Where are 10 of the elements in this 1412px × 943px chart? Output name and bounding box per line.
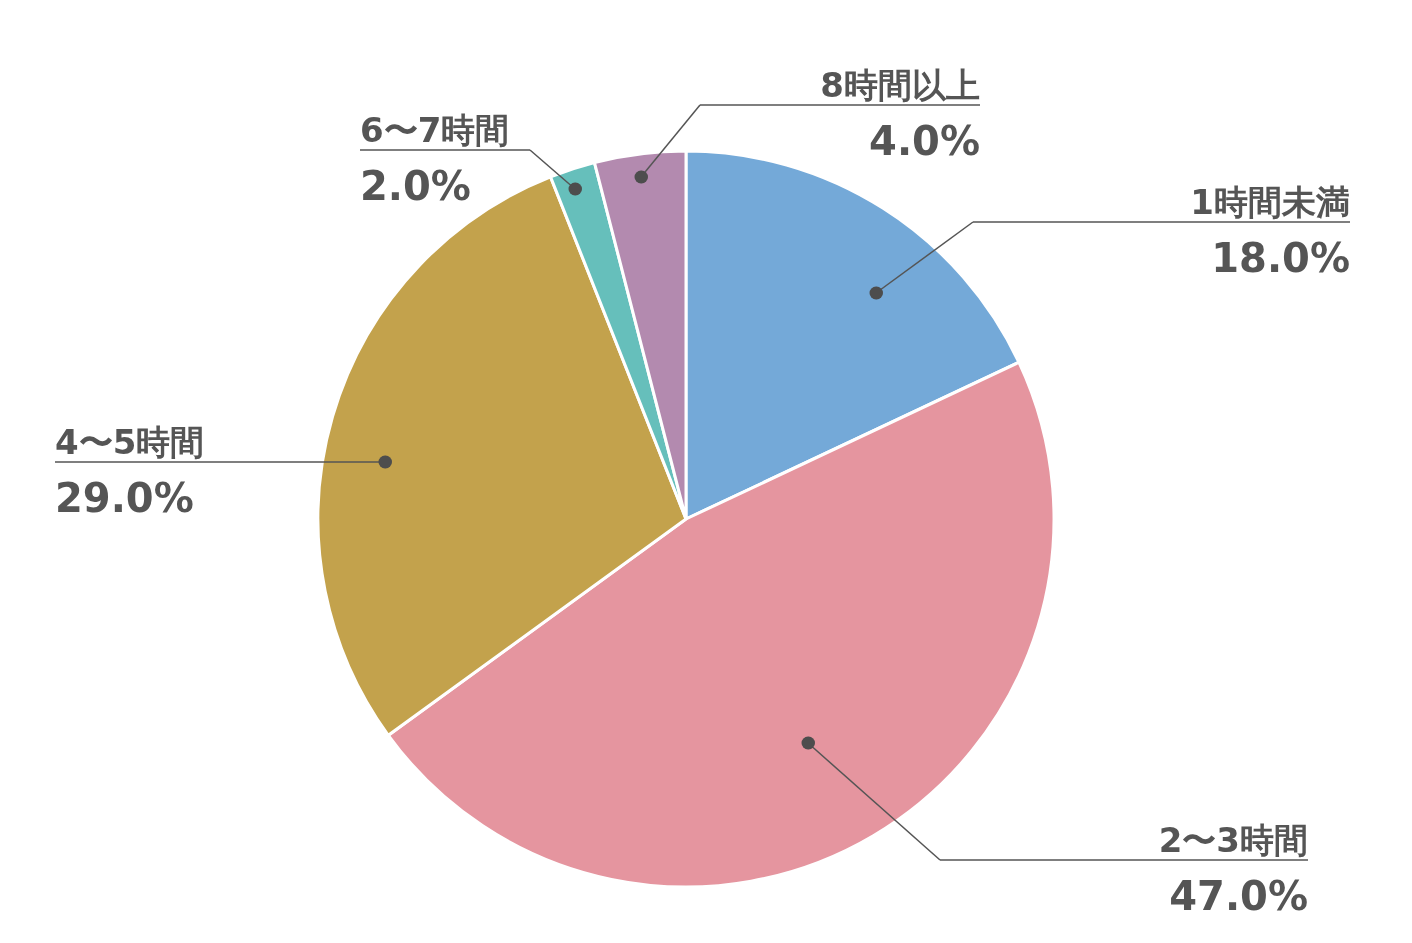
slice-label: 4〜5時間	[55, 422, 205, 462]
slice-label: 6〜7時間	[360, 110, 510, 150]
data-label: 47.0%	[1169, 873, 1308, 919]
data-label: 18.0%	[1211, 235, 1350, 281]
slice-label: 2〜3時間	[1158, 820, 1308, 860]
data-label: 4.0%	[869, 118, 980, 164]
data-label: 2.0%	[360, 163, 471, 209]
slice-label: 8時間以上	[820, 65, 980, 105]
slice-label: 1時間未満	[1190, 182, 1350, 222]
data-label: 29.0%	[55, 475, 194, 521]
